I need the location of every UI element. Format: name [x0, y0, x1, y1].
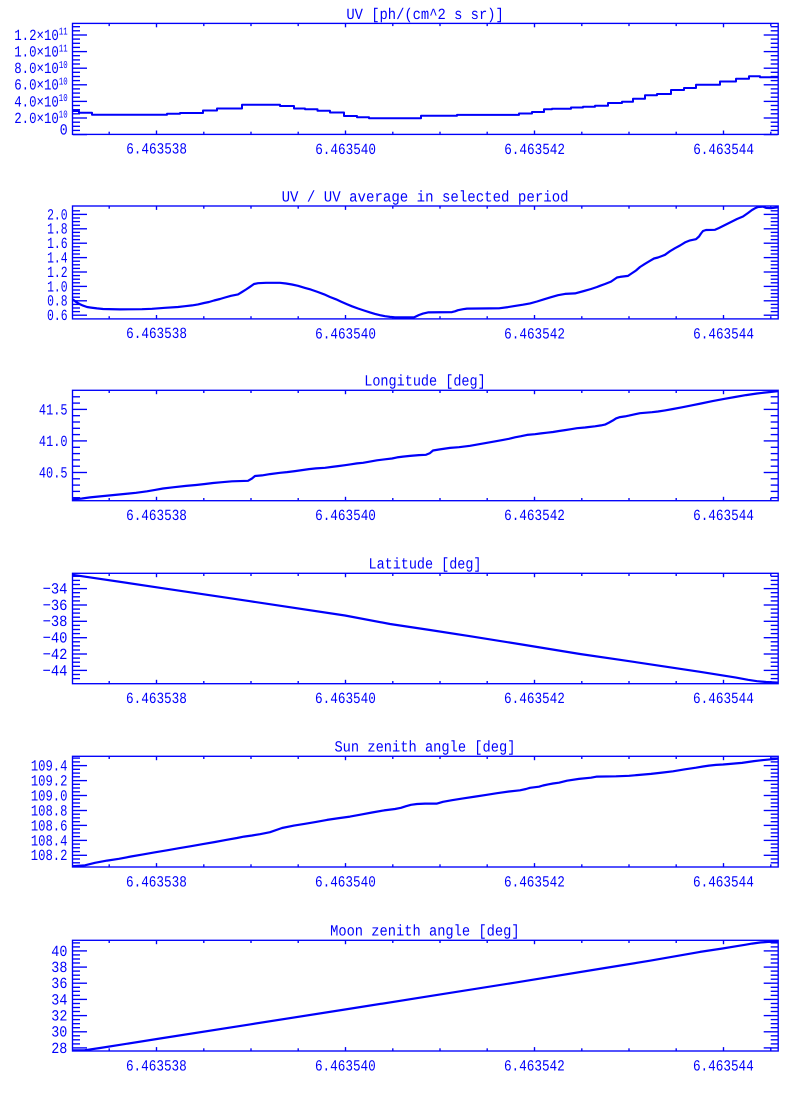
svg-text:38: 38 [51, 959, 67, 977]
svg-text:−36: −36 [43, 597, 68, 615]
svg-text:6.463544: 6.463544 [693, 141, 754, 159]
svg-text:6.463542: 6.463542 [504, 873, 565, 891]
svg-text:8.0×10: 8.0×10 [14, 60, 59, 78]
svg-text:6.463538: 6.463538 [126, 507, 187, 525]
svg-text:1.2×10: 1.2×10 [14, 27, 59, 45]
svg-text:10: 10 [59, 93, 68, 105]
svg-text:109.0: 109.0 [31, 787, 68, 805]
svg-text:0.6: 0.6 [47, 307, 68, 325]
svg-text:6.463544: 6.463544 [693, 325, 754, 343]
svg-text:2.0×10: 2.0×10 [14, 110, 59, 128]
svg-text:10: 10 [59, 60, 68, 72]
svg-text:6.463538: 6.463538 [126, 690, 187, 708]
svg-text:Sun zenith angle [deg]: Sun zenith angle [deg] [334, 739, 515, 757]
svg-text:6.463540: 6.463540 [315, 1057, 376, 1075]
svg-text:−34: −34 [43, 580, 68, 598]
svg-text:−38: −38 [43, 613, 68, 631]
svg-text:6.463542: 6.463542 [504, 690, 565, 708]
svg-text:10: 10 [59, 77, 68, 89]
svg-text:0: 0 [60, 122, 68, 140]
svg-text:6.463538: 6.463538 [126, 141, 187, 159]
svg-text:28: 28 [51, 1040, 67, 1058]
svg-text:6.463538: 6.463538 [126, 325, 187, 343]
svg-text:41.5: 41.5 [39, 401, 68, 419]
svg-text:6.463540: 6.463540 [315, 325, 376, 343]
svg-text:Latitude [deg]: Latitude [deg] [368, 556, 481, 574]
svg-text:6.463538: 6.463538 [126, 873, 187, 891]
svg-text:11: 11 [59, 27, 68, 39]
svg-text:−42: −42 [43, 646, 68, 664]
svg-text:40.5: 40.5 [39, 464, 68, 482]
svg-text:Moon zenith angle [deg]: Moon zenith angle [deg] [330, 923, 520, 941]
svg-text:6.463544: 6.463544 [693, 873, 754, 891]
svg-text:40: 40 [51, 943, 67, 961]
svg-text:2.0: 2.0 [47, 206, 68, 224]
svg-text:0.8: 0.8 [47, 293, 68, 311]
svg-text:32: 32 [51, 1008, 67, 1026]
svg-text:4.0×10: 4.0×10 [14, 93, 59, 111]
svg-text:30: 30 [51, 1024, 67, 1042]
svg-text:1.0×10: 1.0×10 [14, 43, 59, 61]
svg-text:6.463538: 6.463538 [126, 1057, 187, 1075]
svg-text:1.2: 1.2 [47, 264, 68, 282]
svg-text:108.6: 108.6 [31, 817, 68, 835]
svg-text:36: 36 [51, 975, 67, 993]
svg-text:109.4: 109.4 [31, 757, 68, 775]
svg-text:6.463540: 6.463540 [315, 873, 376, 891]
svg-text:108.8: 108.8 [31, 802, 68, 820]
svg-text:1.4: 1.4 [47, 250, 68, 268]
svg-text:Longitude [deg]: Longitude [deg] [364, 373, 486, 391]
svg-text:6.463540: 6.463540 [315, 141, 376, 159]
svg-text:−40: −40 [43, 630, 68, 648]
svg-text:6.463544: 6.463544 [693, 1057, 754, 1075]
svg-text:6.463542: 6.463542 [504, 507, 565, 525]
svg-text:11: 11 [59, 43, 68, 55]
svg-text:108.4: 108.4 [31, 832, 68, 850]
svg-text:1.8: 1.8 [47, 221, 68, 239]
svg-text:6.463542: 6.463542 [504, 1057, 565, 1075]
svg-text:6.0×10: 6.0×10 [14, 77, 59, 95]
svg-text:1.0: 1.0 [47, 278, 68, 296]
svg-text:−44: −44 [43, 662, 68, 680]
svg-text:1.6: 1.6 [47, 235, 68, 253]
svg-text:6.463540: 6.463540 [315, 507, 376, 525]
svg-text:41.0: 41.0 [39, 433, 68, 451]
svg-text:6.463542: 6.463542 [504, 325, 565, 343]
svg-text:10: 10 [59, 110, 68, 122]
svg-text:6.463540: 6.463540 [315, 690, 376, 708]
svg-text:6.463544: 6.463544 [693, 690, 754, 708]
svg-text:6.463542: 6.463542 [504, 141, 565, 159]
svg-text:34: 34 [51, 991, 67, 1009]
svg-text:109.2: 109.2 [31, 772, 68, 790]
svg-text:6.463544: 6.463544 [693, 507, 754, 525]
svg-text:108.2: 108.2 [31, 847, 68, 865]
svg-text:UV / UV average in selected pe: UV / UV average in selected period [282, 188, 569, 206]
svg-text:UV [ph/(cm^2 s sr)]: UV [ph/(cm^2 s sr)] [346, 6, 504, 24]
